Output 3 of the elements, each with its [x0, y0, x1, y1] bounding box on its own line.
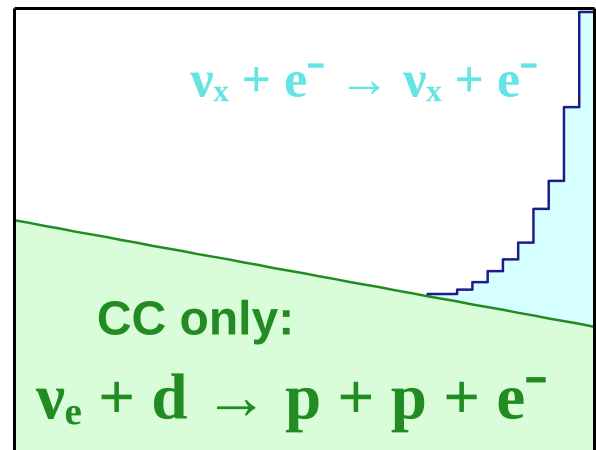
annotation: νₓ + e⁻ → νₓ + e⁻	[189, 52, 538, 109]
annotation: CC only:	[96, 292, 294, 346]
annotation: νₑ + d → p + p + e⁻	[34, 361, 548, 434]
